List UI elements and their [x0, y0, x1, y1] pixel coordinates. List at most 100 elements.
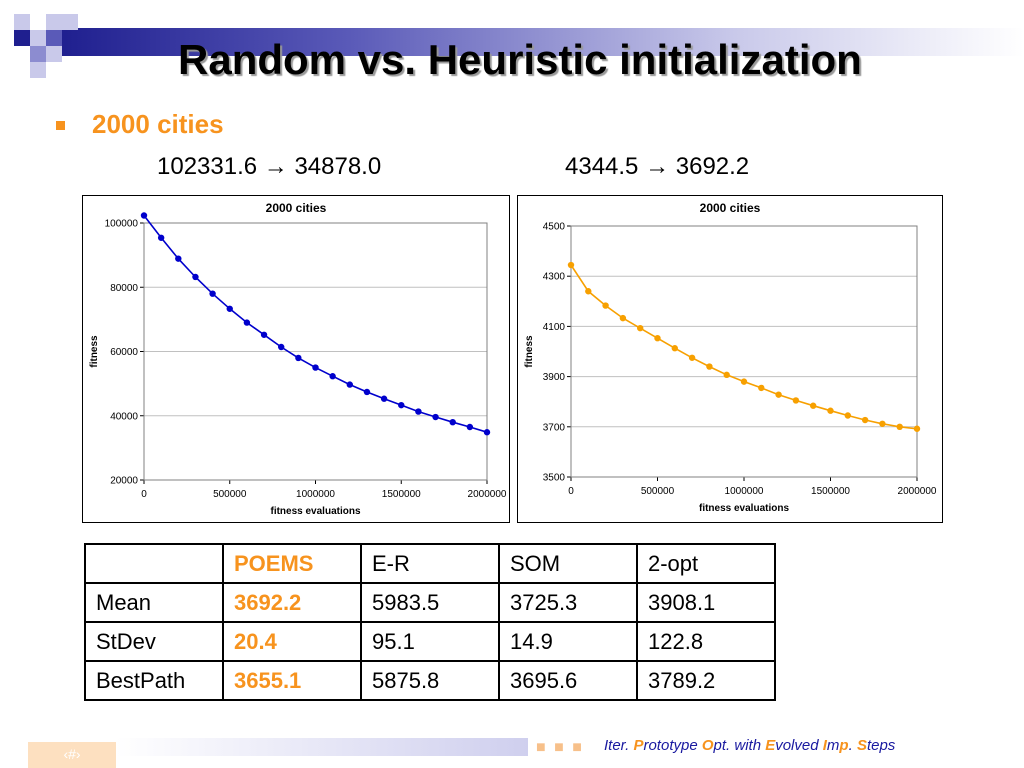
- y-tick-label: 4500: [543, 222, 566, 233]
- plot-area-frame: [143, 222, 488, 481]
- deco-square: [30, 62, 46, 78]
- right-summary: 4344.5 → 3692.2: [565, 153, 750, 180]
- data-point: [140, 212, 148, 219]
- y-tick-label: 4100: [543, 322, 566, 333]
- data-point: [209, 290, 216, 297]
- x-axis-label: fitness evaluations: [699, 503, 789, 514]
- table-cell: 3908.1: [636, 582, 776, 623]
- y-tick-label: 80000: [110, 283, 138, 294]
- data-point: [723, 371, 730, 379]
- deco-square: [46, 14, 62, 30]
- x-tick-label: 1000000: [296, 489, 335, 500]
- x-tick-label: 1000000: [725, 486, 764, 497]
- data-point: [896, 423, 903, 430]
- x-tick-label: 0: [568, 486, 574, 497]
- footer-caption-initial: I: [822, 737, 827, 754]
- footer-caption-initial: P: [633, 737, 644, 754]
- deco-square: [14, 30, 30, 46]
- data-point: [913, 425, 921, 432]
- data-point: [844, 412, 851, 419]
- data-point: [312, 364, 319, 371]
- header-gradient-band: [60, 28, 1024, 56]
- data-point: [775, 391, 782, 398]
- data-point: [278, 343, 285, 351]
- data-point: [398, 401, 405, 409]
- deco-square: [14, 14, 30, 30]
- data-point: [585, 288, 592, 295]
- table-header-cell: [84, 543, 224, 584]
- footer-caption-part: teps: [866, 737, 896, 754]
- slide-number: ‹#›: [28, 742, 116, 768]
- data-point: [706, 363, 713, 370]
- data-point: [827, 407, 834, 414]
- data-point: [192, 273, 199, 281]
- x-tick-label: 1500000: [382, 489, 421, 500]
- data-point: [295, 354, 302, 362]
- results-table: POEMS E-R SOM 2-opt Mean 3692.2 5983.5 3725.3 39…: [84, 543, 776, 701]
- table-header-cell: SOM: [498, 543, 638, 584]
- table-row: Mean 3692.2 5983.5 3725.3 3908.1: [84, 582, 776, 623]
- y-tick-label: 100000: [105, 219, 139, 230]
- data-point: [363, 388, 371, 396]
- table-cell: 3655.1: [222, 660, 362, 701]
- footer-caption-part: .: [848, 737, 857, 754]
- table-cell: BestPath: [84, 660, 224, 701]
- data-point: [792, 397, 800, 404]
- data-point: [243, 319, 251, 326]
- data-point: [637, 324, 644, 332]
- data-point: [449, 418, 456, 426]
- table-header-cell: E-R: [360, 543, 500, 584]
- x-axis-label: fitness evaluations: [270, 506, 360, 517]
- x-tick-label: 2000000: [468, 489, 507, 500]
- y-tick-label: 3700: [543, 422, 566, 433]
- x-tick-label: 0: [141, 489, 147, 500]
- data-point: [810, 402, 817, 409]
- table-cell: 3692.2: [222, 582, 362, 623]
- data-point: [740, 378, 748, 385]
- deco-square: [30, 46, 46, 62]
- data-point: [432, 413, 439, 421]
- footer-gradient-band: [116, 738, 528, 756]
- footer-caption-initial: O: [701, 737, 714, 754]
- table-row: StDev 20.4 95.1 14.9 122.8: [84, 621, 776, 662]
- x-tick-label: 2000000: [898, 486, 937, 497]
- plot-area-frame: [570, 225, 918, 478]
- table-header-cell: POEMS: [222, 543, 362, 584]
- table-cell: 5983.5: [360, 582, 500, 623]
- data-point: [688, 354, 696, 361]
- chart-left: 2000 cities 20000 40000 60000 80000 100000 0 50…: [82, 195, 510, 523]
- series-line: [570, 264, 918, 430]
- data-point: [758, 384, 765, 392]
- data-point: [226, 305, 233, 312]
- data-point: [175, 255, 182, 262]
- footer-caption-initial: p: [839, 737, 849, 754]
- deco-square: [30, 30, 46, 46]
- table-header-row: POEMS E-R SOM 2-opt: [84, 543, 776, 584]
- chart-right: 2000 cities 3500 3700 3900 4100 4300 4500 0 5000…: [517, 195, 943, 523]
- y-axis-label: fitness: [89, 335, 100, 368]
- table-cell: StDev: [84, 621, 224, 662]
- table-cell: 5875.8: [360, 660, 500, 701]
- data-point: [671, 345, 678, 352]
- data-point: [415, 408, 422, 415]
- deco-square: [62, 14, 78, 30]
- data-point: [346, 381, 353, 388]
- x-tick-label: 1500000: [811, 486, 850, 497]
- y-axis-label: fitness: [524, 335, 535, 368]
- y-tick-label: 4300: [543, 272, 566, 283]
- footer-caption-part: rototype: [643, 737, 702, 754]
- chart-right-svg: 2000 cities 3500 3700 3900 4100 4300 4500 0 5000…: [524, 201, 937, 514]
- series-line: [143, 215, 488, 433]
- footer-caption-part: Iter.: [604, 737, 634, 754]
- data-point: [861, 416, 869, 424]
- data-point: [879, 420, 886, 427]
- chart-title: 2000 cities: [700, 201, 761, 215]
- data-point: [483, 429, 491, 436]
- bullet-marker: [56, 121, 65, 130]
- table-cell: 3725.3: [498, 582, 638, 623]
- page-title: Random vs. Heuristic initialization: [178, 36, 862, 83]
- footer-caption-initial: S: [856, 737, 867, 754]
- table-cell: 20.4: [222, 621, 362, 662]
- footer-caption-part: pt. with: [713, 737, 766, 754]
